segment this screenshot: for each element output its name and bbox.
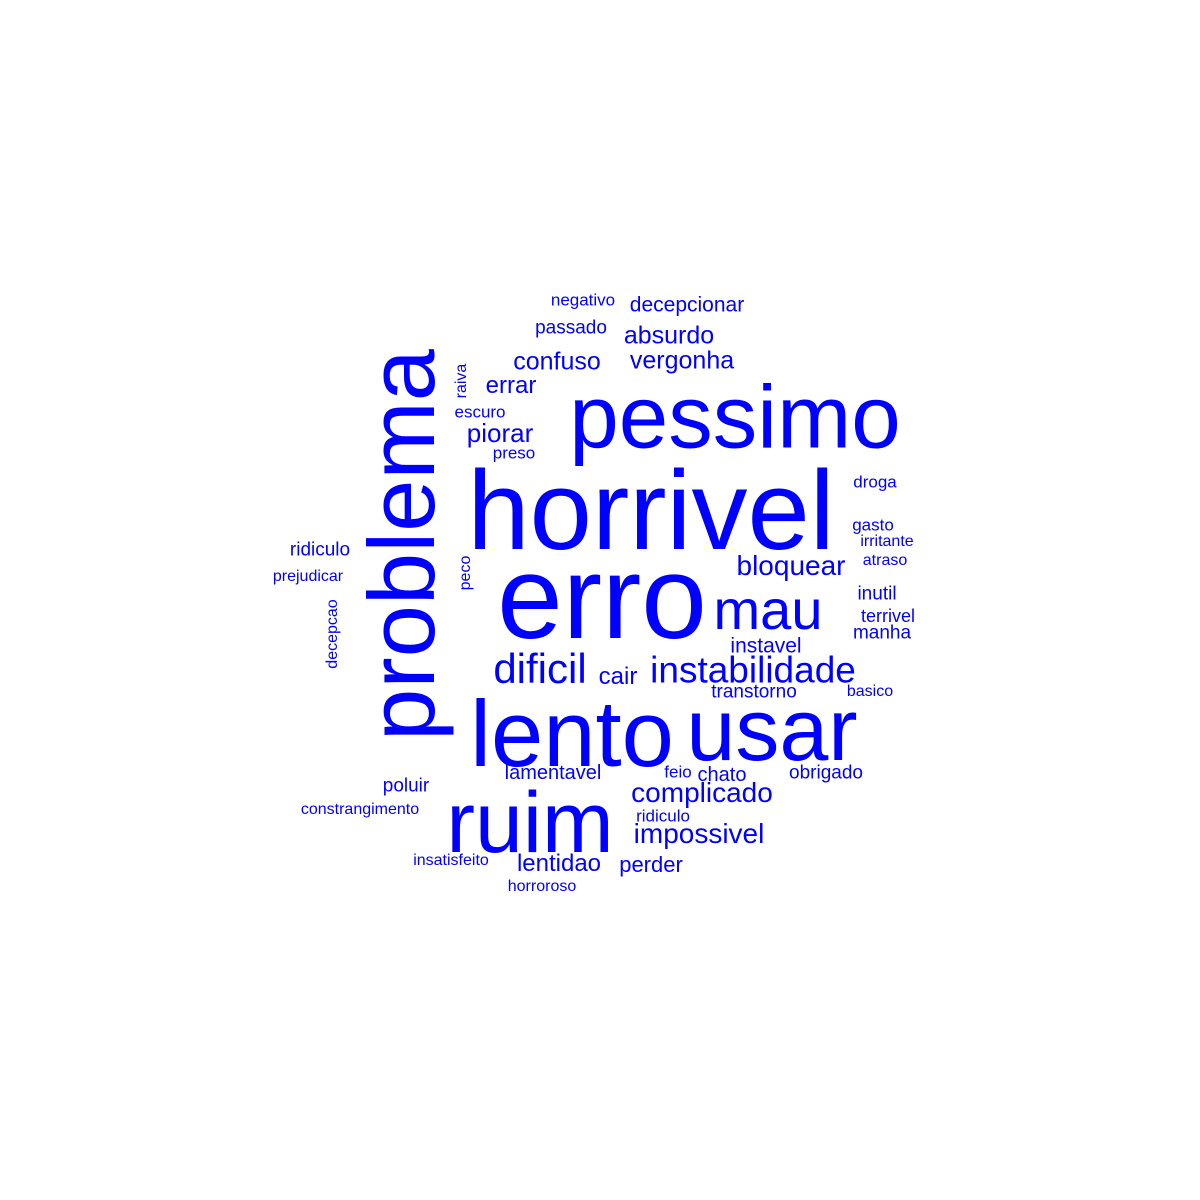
word-atraso: atraso xyxy=(862,552,908,569)
word-transtorno: transtorno xyxy=(711,681,797,703)
word-escuro: escuro xyxy=(454,402,506,422)
word-chato: chato xyxy=(697,764,747,786)
word-feio: feio xyxy=(664,762,692,782)
word-decepcao: decepcao xyxy=(324,599,341,669)
word-horroroso: horroroso xyxy=(507,878,577,895)
word-peco: peco xyxy=(457,555,474,591)
word-mau: mau xyxy=(713,578,823,641)
word-confuso: confuso xyxy=(513,347,601,376)
word-usar: usar xyxy=(686,680,858,779)
word-droga: droga xyxy=(853,472,897,492)
word-horrivel: horrivel xyxy=(467,448,835,573)
word-instavel: instavel xyxy=(730,634,802,658)
word-inutil: inutil xyxy=(857,583,897,605)
word-terrivel: terrivel xyxy=(860,606,916,626)
word-irritante: irritante xyxy=(860,533,914,550)
word-problema: problema xyxy=(349,349,454,741)
word-dificil: dificil xyxy=(493,645,587,692)
word-bloquear: bloquear xyxy=(736,550,846,581)
word-constrangimento: constrangimento xyxy=(300,801,420,818)
word-obrigado: obrigado xyxy=(789,762,863,784)
word-poluir: poluir xyxy=(382,775,430,797)
word-cair: cair xyxy=(598,663,638,690)
word-impossivel: impossivel xyxy=(633,818,765,849)
word-basico: basico xyxy=(846,683,894,700)
word-errar: errar xyxy=(485,372,537,399)
word-vergonha: vergonha xyxy=(629,346,735,375)
word-lentidao: lentidao xyxy=(516,850,602,877)
word-perder: perder xyxy=(619,852,683,877)
word-prejudicar: prejudicar xyxy=(272,568,344,585)
word-pessimo: pessimo xyxy=(569,366,901,467)
word-raiva: raiva xyxy=(453,363,470,399)
word-erro: erro xyxy=(497,532,707,664)
word-insatisfeito: insatisfeito xyxy=(413,852,489,869)
word-preso: preso xyxy=(492,443,536,463)
word-negativo: negativo xyxy=(550,290,616,310)
word-passado: passado xyxy=(535,317,607,339)
word-piorar: piorar xyxy=(466,418,534,448)
word-ruim: ruim xyxy=(446,775,614,871)
word-manha: manha xyxy=(852,622,912,644)
word-gasto: gasto xyxy=(852,515,894,535)
word-lento: lento xyxy=(470,681,674,786)
word-ridiculo: ridiculo xyxy=(289,539,351,561)
word-decepcionar: decepcionar xyxy=(629,293,745,317)
word-lamentavel: lamentavel xyxy=(504,762,602,784)
word-instabilidade: instabilidade xyxy=(650,649,856,691)
word-complicado: complicado xyxy=(631,777,773,808)
word-absurdo: absurdo xyxy=(623,321,715,350)
word-ridiculo-small: ridiculo xyxy=(636,806,690,826)
